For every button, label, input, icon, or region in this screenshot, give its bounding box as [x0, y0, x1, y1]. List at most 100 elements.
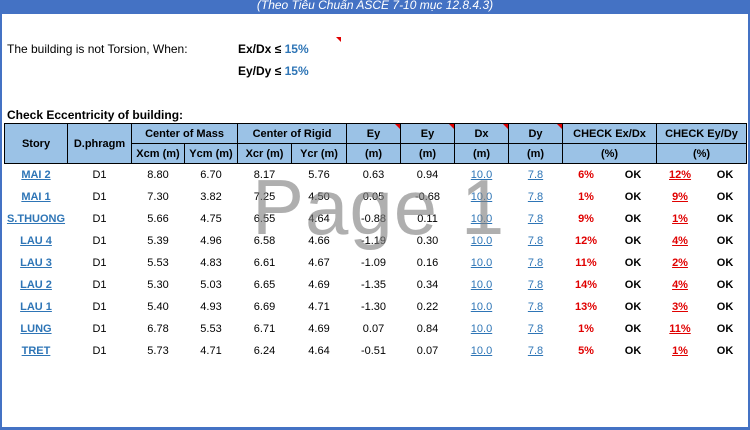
xcr: 6.71	[253, 323, 276, 335]
story-link[interactable]: LAU 2	[20, 279, 52, 291]
dx-link[interactable]: 10.0	[470, 323, 493, 335]
dy-link[interactable]: 7.8	[527, 191, 544, 203]
ratio-eydy: 1%	[672, 213, 688, 225]
dy-link[interactable]: 7.8	[527, 279, 544, 291]
xcm: 6.78	[147, 323, 169, 335]
header-eydy-unit: (%)	[656, 143, 748, 164]
xcm: 5.53	[147, 257, 169, 269]
dx-link[interactable]: 10.0	[470, 301, 493, 313]
ex: -1.09	[360, 257, 387, 269]
xcm: 8.80	[147, 169, 169, 181]
dy-link[interactable]: 7.8	[527, 345, 544, 357]
header-diaphragm: D.phragm	[67, 123, 132, 164]
check-exdx: OK	[624, 323, 642, 335]
comment-indicator[interactable]	[336, 37, 341, 42]
ratio-eydy: 1%	[672, 345, 688, 357]
ratio-eydy: 4%	[672, 279, 688, 291]
check-eydy: OK	[716, 257, 734, 269]
check-exdx: OK	[624, 213, 642, 225]
check-eydy: OK	[716, 345, 734, 357]
ycm: 4.96	[200, 235, 222, 247]
dy-link[interactable]: 7.8	[527, 323, 544, 335]
header-ey-unit: (m)	[400, 143, 456, 164]
dx-link[interactable]: 10.0	[470, 235, 493, 247]
ey: 0.11	[417, 213, 438, 225]
ey: 0.07	[416, 345, 439, 357]
header-xcr: Xcr (m)	[237, 143, 293, 164]
check-exdx: OK	[624, 169, 642, 181]
story-link[interactable]: LAU 4	[20, 235, 52, 247]
ey: 0.16	[416, 257, 439, 269]
header-center-of-rigid: Center of Rigid	[237, 123, 348, 144]
xcr: 6.69	[253, 301, 276, 313]
check-exdx: OK	[624, 345, 642, 357]
dx-link[interactable]: 10.0	[470, 191, 493, 203]
table-row: LAU 4 D1 5.39 4.96 6.58 4.66 -1.19 0.30 10.0 7.8 1…	[5, 230, 747, 252]
header-xcm: Xcm (m)	[131, 143, 185, 164]
check-exdx: OK	[624, 235, 642, 247]
story-link[interactable]: S.THUONG	[6, 213, 66, 225]
ycr: 5.76	[308, 169, 330, 181]
ycr: 4.50	[308, 191, 330, 203]
ratio-exdx: 6%	[578, 169, 594, 181]
diaphragm: D1	[92, 301, 107, 313]
table-row: S.THUONG D1 5.66 4.75 6.55 4.64 -0.88 0.11 10.0 7…	[5, 208, 747, 230]
bottom-border	[0, 427, 750, 430]
header-check-eydy: CHECK Ey/Dy	[656, 123, 748, 144]
ratio-eydy: 12%	[669, 169, 692, 181]
check-exdx: OK	[624, 191, 642, 203]
table-row: LAU 3 D1 5.53 4.83 6.61 4.67 -1.09 0.16 10.0 7.8 1…	[5, 252, 747, 274]
xcm: 5.73	[147, 345, 169, 357]
ey-limit: 15%	[284, 64, 309, 78]
dx-link[interactable]: 10.0	[470, 257, 493, 269]
dy-link[interactable]: 7.8	[527, 235, 544, 247]
dx-link[interactable]: 10.0	[470, 279, 493, 291]
story-link[interactable]: LUNG	[20, 323, 52, 335]
ycr: 4.64	[308, 213, 330, 225]
dx-link[interactable]: 10.0	[470, 213, 493, 225]
story-link[interactable]: TRET	[21, 345, 51, 357]
ycr: 4.64	[308, 345, 330, 357]
xcr: 8.17	[253, 169, 276, 181]
story-link[interactable]: LAU 1	[20, 301, 52, 313]
diaphragm: D1	[92, 257, 107, 269]
ex: -1.30	[360, 301, 387, 313]
ratio-eydy: 4%	[672, 235, 688, 247]
ratio-exdx: 13%	[575, 301, 598, 313]
check-eydy: OK	[716, 279, 734, 291]
header-ex: Ey	[346, 123, 402, 144]
ey: 0.34	[416, 279, 439, 291]
story-link[interactable]: MAI 2	[21, 169, 51, 181]
ratio-exdx: 11%	[575, 257, 597, 269]
check-eydy: OK	[716, 169, 734, 181]
dy-link[interactable]: 7.8	[527, 169, 544, 181]
ycr: 4.67	[308, 257, 330, 269]
diaphragm: D1	[92, 279, 107, 291]
table-row: LAU 1 D1 5.40 4.93 6.69 4.71 -1.30 0.22 10.0 7.8 1…	[5, 296, 747, 318]
title-bar: (Theo Tiêu Chuẩn ASCE 7-10 mục 12.8.4.3)	[0, 0, 750, 14]
ycr: 4.69	[308, 323, 330, 335]
dy-link[interactable]: 7.8	[527, 257, 544, 269]
ex: 0.07	[362, 323, 385, 335]
story-link[interactable]: MAI 1	[21, 191, 51, 203]
xcm: 5.39	[147, 235, 169, 247]
xcm: 7.30	[147, 191, 169, 203]
ratio-exdx: 14%	[575, 279, 598, 291]
ycm: 5.03	[200, 279, 222, 291]
ey-condition: Ey/Dy ≤ 15%	[238, 64, 309, 78]
check-exdx: OK	[624, 301, 642, 313]
dx-link[interactable]: 10.0	[470, 345, 493, 357]
eccentricity-table: Story D.phragm Center of Mass Center of …	[4, 123, 748, 362]
check-eydy: OK	[716, 235, 734, 247]
ycr: 4.69	[308, 279, 330, 291]
diaphragm: D1	[92, 213, 107, 225]
check-exdx: OK	[624, 257, 642, 269]
xcm: 5.40	[147, 301, 169, 313]
header-story: Story	[4, 123, 68, 164]
story-link[interactable]: LAU 3	[20, 257, 52, 269]
dy-link[interactable]: 7.8	[527, 213, 544, 225]
dx-link[interactable]: 10.0	[470, 169, 493, 181]
ex: 0.05	[362, 191, 385, 203]
check-eydy: OK	[716, 213, 734, 225]
dy-link[interactable]: 7.8	[527, 301, 544, 313]
